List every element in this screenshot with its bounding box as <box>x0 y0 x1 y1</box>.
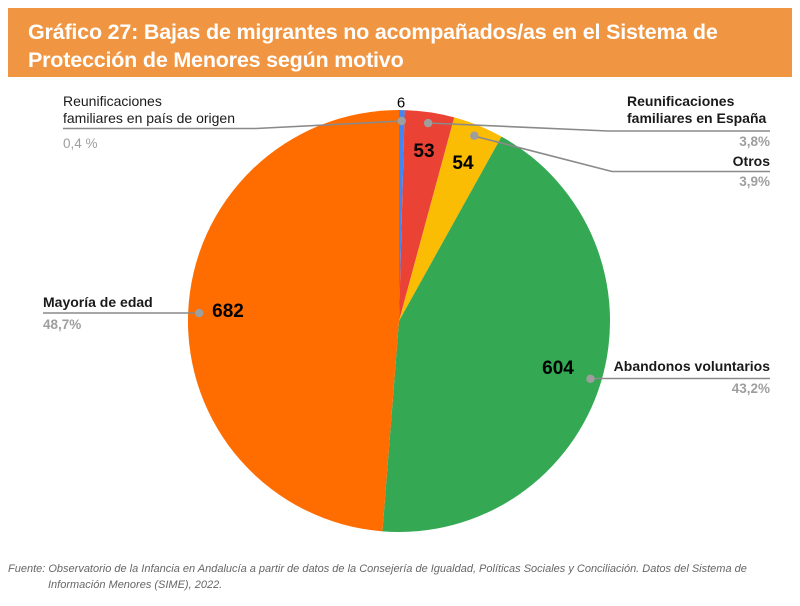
anchor-dot-0 <box>397 116 406 126</box>
pie-slice-1 <box>399 110 455 321</box>
source-footer: Fuente: Observatorio de la Infancia en A… <box>8 562 794 593</box>
source-line-2: Información Menores (SIME), 2022. <box>48 578 223 591</box>
label-abandonos-voluntarios: Abandonos voluntarios <box>613 358 770 374</box>
value-label-mayoria: 682 <box>212 301 244 322</box>
label-otros: Otros <box>732 153 770 169</box>
header-banner: Gráfico 27: Bajas de migrantes no acompa… <box>8 8 792 77</box>
pie-slice-3 <box>382 136 611 533</box>
leader-line-pais-origen <box>63 120 403 130</box>
anchor-dots <box>195 116 595 383</box>
anchor-dot-1 <box>423 118 433 128</box>
value-label-otros: 54 <box>452 153 474 174</box>
value-label-espana: 53 <box>413 141 435 162</box>
pie-slice-2 <box>399 117 502 321</box>
pie-slice-0 <box>399 110 405 321</box>
anchor-dot-4 <box>195 308 204 318</box>
value-label-abandonos: 604 <box>542 358 574 379</box>
pct-otros: 3,9% <box>739 174 770 189</box>
label-reunificaciones-pais-origen: Reunificaciones familiares en país de or… <box>63 93 235 126</box>
anchor-dot-2 <box>470 131 479 140</box>
value-label-pais-origen: 6 <box>396 94 406 112</box>
pct-abandonos: 43,2% <box>731 381 770 396</box>
source-line-1: Fuente: Observatorio de la Infancia en A… <box>8 563 747 575</box>
pct-pais-origen: 0,4 % <box>63 136 98 151</box>
chart-title-line-1: Gráfico 27: Bajas de migrantes no acompa… <box>28 20 718 44</box>
chart-title-line-2: Protección de Menores según motivo <box>28 48 404 72</box>
pie-slice-4 <box>187 110 399 532</box>
anchor-dot-3 <box>586 374 595 383</box>
pie-chart <box>43 110 770 533</box>
label-mayoria-de-edad: Mayoría de edad <box>43 294 153 310</box>
leader-line-espana <box>427 122 770 132</box>
leader-line-otros <box>473 135 770 173</box>
pct-mayoria: 48,7% <box>43 317 82 332</box>
label-reunificaciones-espana: Reunificaciones familiares en España <box>627 93 767 126</box>
pct-espana: 3,8% <box>739 134 770 149</box>
pie-slices <box>187 110 611 533</box>
